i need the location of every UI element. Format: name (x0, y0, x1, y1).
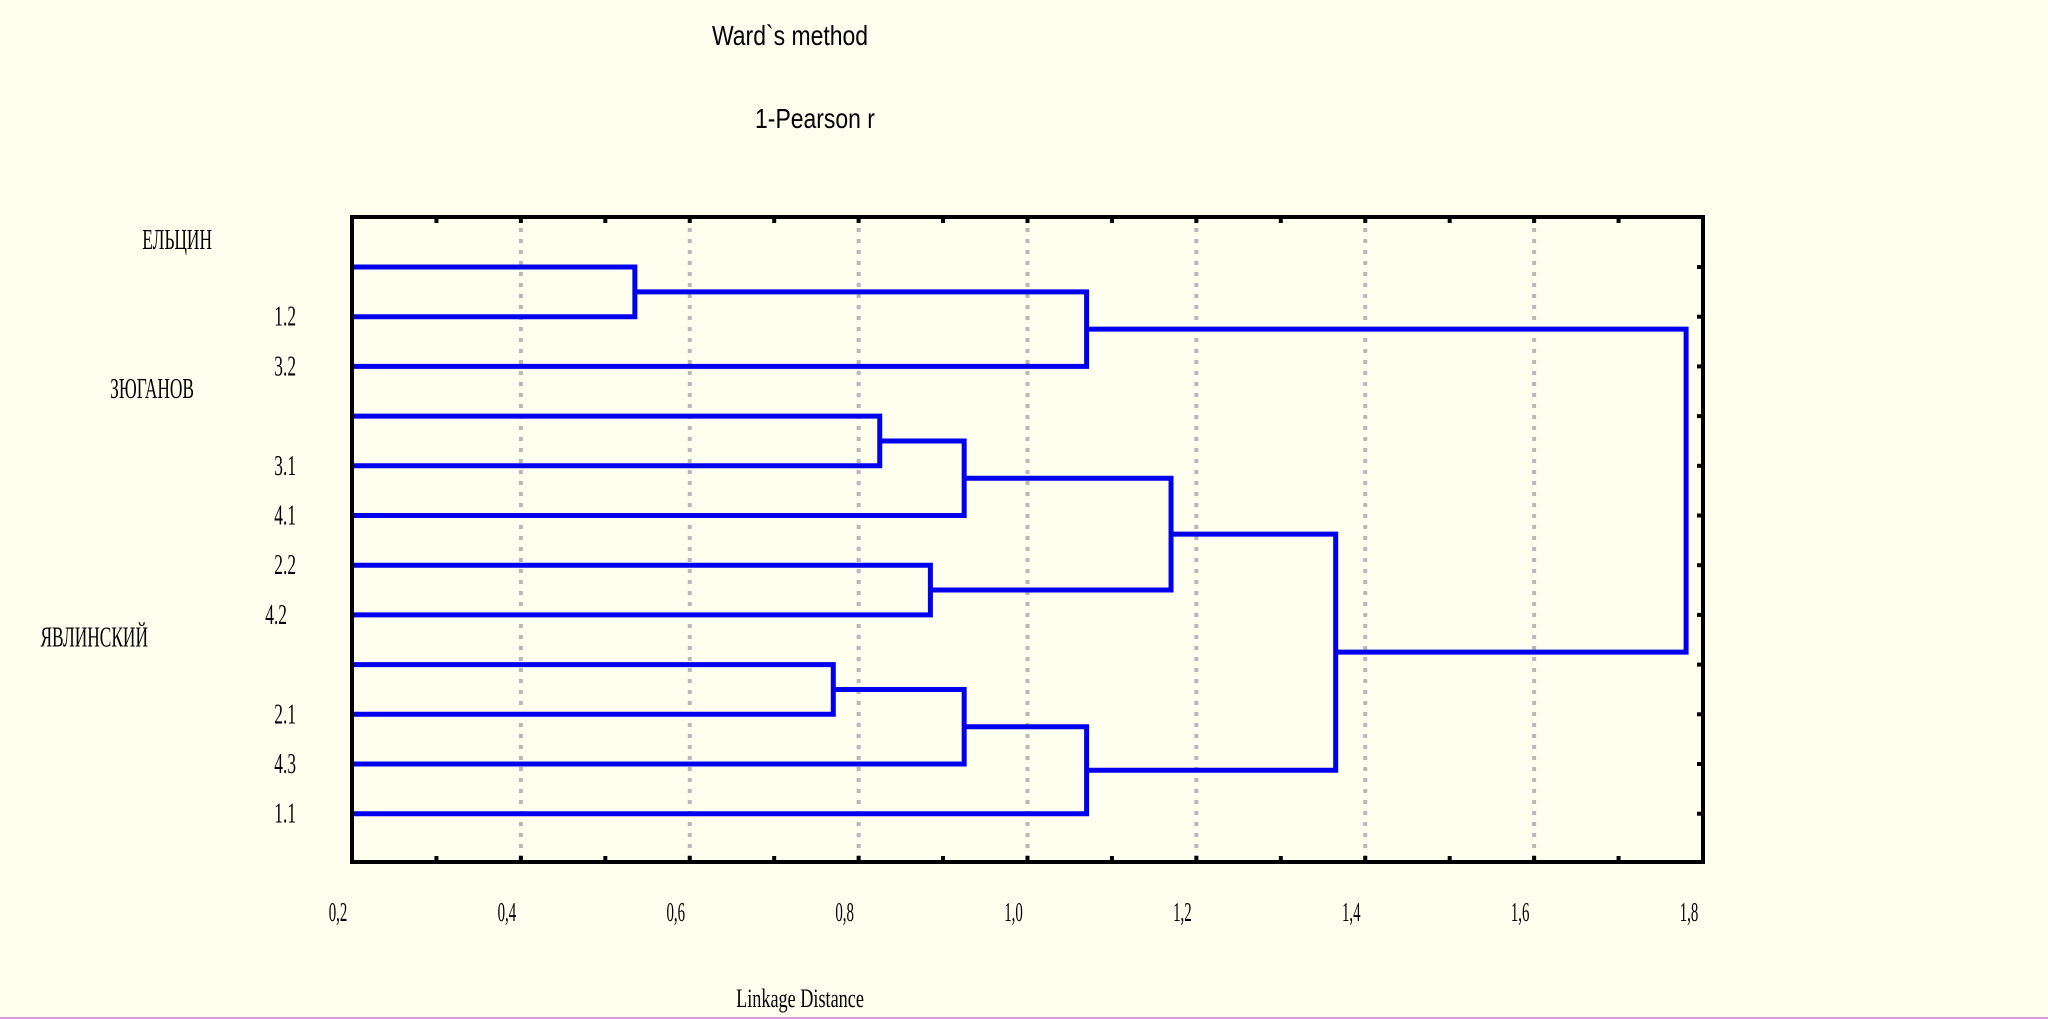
x-tick-label: 0,2 (329, 897, 348, 927)
merge-link-7 (352, 686, 967, 767)
x-tick-label: 1,2 (1173, 897, 1192, 927)
merge-link-4 (352, 562, 933, 618)
leaf-label: 1.1 (274, 799, 296, 830)
leaf-label: 1.2 (274, 302, 296, 333)
x-tick-label: 1,8 (1680, 897, 1699, 927)
leaf-label: 2.1 (274, 699, 296, 730)
leaf-label: 4.3 (274, 749, 296, 780)
dendrogram-branches (352, 264, 1689, 817)
x-axis-label: Linkage Distance (736, 984, 864, 1013)
leaf-label: 3.1 (274, 451, 296, 482)
axis-ticks (350, 217, 1705, 862)
bottom-border (0, 1017, 2048, 1019)
x-tick-label: 0,4 (498, 897, 517, 927)
leaf-label: ЕЛЬЦИН (142, 225, 212, 256)
x-tick-label: 0,6 (666, 897, 685, 927)
x-tick-label: 1,4 (1342, 897, 1361, 927)
grid-lines (518, 217, 1537, 862)
merge-link-6 (352, 662, 836, 717)
merge-link-5 (930, 475, 1174, 593)
chart-title: Ward`s method (712, 21, 868, 52)
leaf-label: 4.1 (274, 500, 296, 531)
leaf-labels: ЕЛЬЦИН 1.2 3.2 ЗЮГАНОВ 3.1 4.1 2.2 4.2 ЯВЛИНСКИЙ… (40, 225, 296, 830)
x-tick-label: 0,8 (835, 897, 854, 927)
merge-link-9 (1086, 531, 1339, 773)
leaf-label: 2.2 (274, 550, 296, 581)
merge-link-1 (352, 289, 1090, 369)
merge-link-8 (352, 724, 1090, 817)
merge-link-0 (352, 264, 638, 320)
leaf-label: ЗЮГАНОВ (110, 374, 194, 405)
chart-subtitle: 1-Pearson r (755, 104, 875, 135)
leaf-label: ЯВЛИНСКИЙ (40, 623, 148, 654)
leaf-label: 3.2 (274, 351, 296, 382)
merge-link-2 (352, 413, 883, 469)
x-tick-labels: 0,2 0,4 0,6 0,8 1,0 1,2 1,4 1,6 1,8 (329, 897, 1699, 927)
x-tick-label: 1,0 (1004, 897, 1023, 927)
merge-link-10 (1086, 326, 1689, 655)
merge-link-3 (352, 438, 967, 518)
leaf-label: 4.2 (265, 600, 287, 631)
x-tick-label: 1,6 (1511, 897, 1530, 927)
